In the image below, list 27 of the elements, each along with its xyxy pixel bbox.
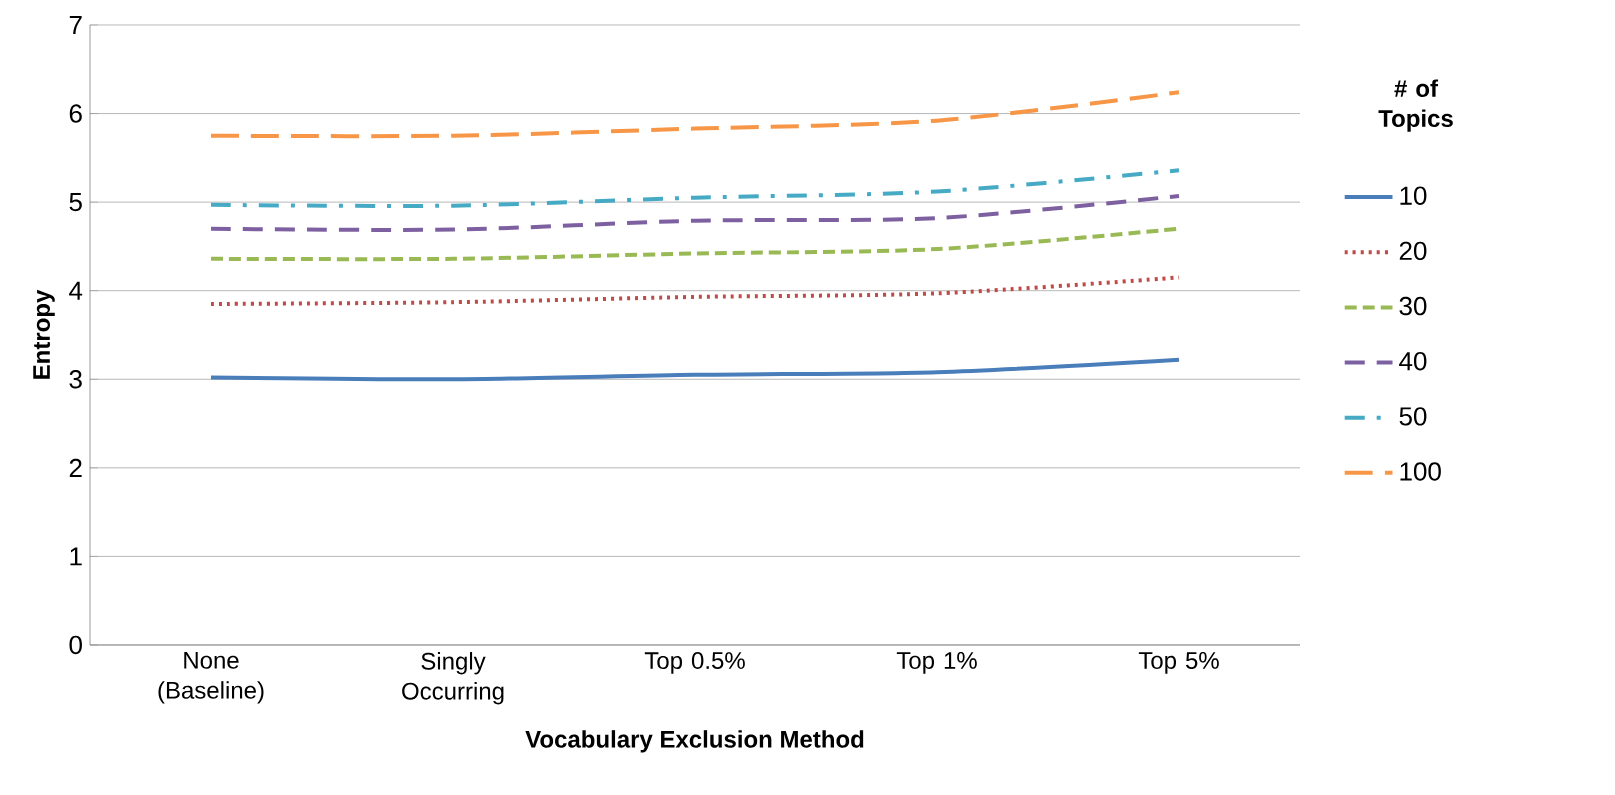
legend-title: # of Topics <box>1378 79 1453 132</box>
y-tick-label: 6 <box>69 104 82 123</box>
line-series <box>209 357 1182 382</box>
y-tick-label: 5 <box>69 193 82 212</box>
y-tick-label: 4 <box>69 281 83 300</box>
line-series <box>209 193 1182 232</box>
y-tick-label: 3 <box>69 370 82 389</box>
x-tick-label: None (Baseline) <box>158 652 264 704</box>
x-tick-label: Top 1% <box>896 652 977 674</box>
legend-label: 20 <box>1399 241 1427 261</box>
line-series <box>209 168 1182 208</box>
legend-label: 100 <box>1400 462 1441 481</box>
x-tick-label: Top 5% <box>1138 652 1219 674</box>
y-tick-label: 7 <box>69 16 82 34</box>
legend-label: 50 <box>1399 407 1427 426</box>
line-series <box>209 275 1182 306</box>
x-axis-title: Vocabulary Exclusion Method <box>525 730 864 753</box>
y-tick-label: 2 <box>69 458 82 477</box>
legend-label: 30 <box>1399 296 1427 316</box>
legend-label: 10 <box>1400 186 1427 205</box>
y-axis-title: Entropy <box>33 289 55 379</box>
legend-label: 40 <box>1399 351 1427 371</box>
y-tick-label: 0 <box>69 635 82 655</box>
x-tick-label: Singly Occurring <box>402 652 504 705</box>
line-series <box>209 90 1182 139</box>
y-tick-label: 1 <box>70 547 82 566</box>
x-tick-label: Top 0.5% <box>644 652 745 674</box>
